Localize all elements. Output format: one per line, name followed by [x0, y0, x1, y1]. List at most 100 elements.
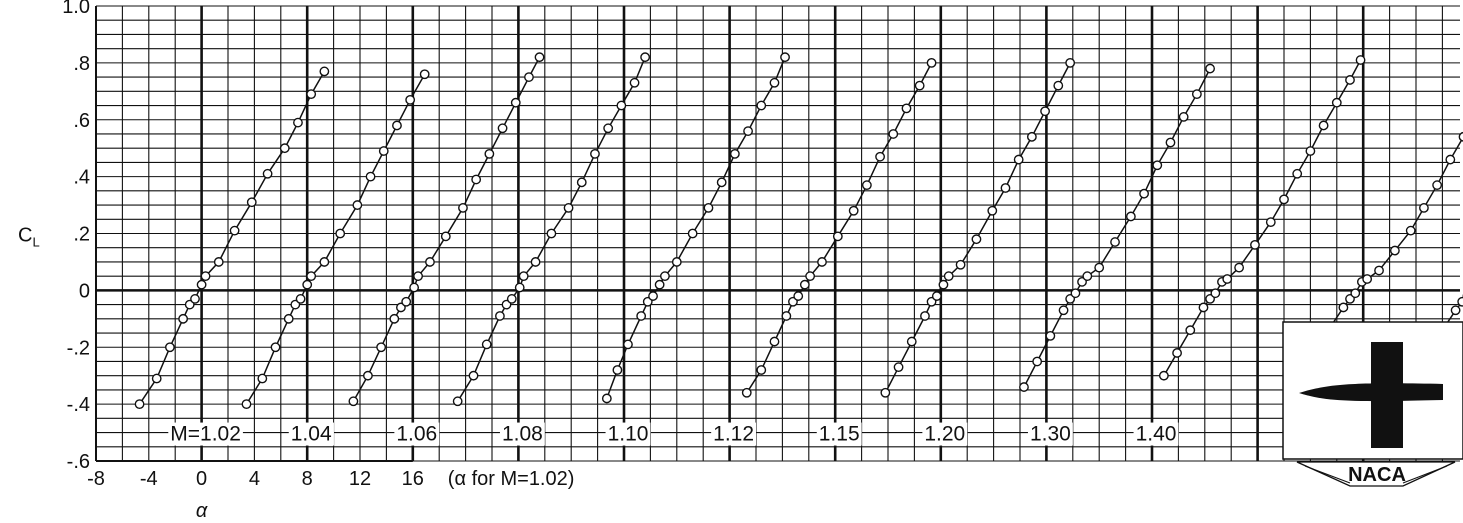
data-point	[629, 77, 640, 88]
data-point	[1222, 274, 1233, 284]
data-point	[306, 271, 317, 282]
data-point	[419, 69, 430, 80]
data-point	[1374, 265, 1384, 276]
data-point	[151, 373, 162, 384]
data-point	[1000, 183, 1011, 193]
data-point	[389, 313, 400, 324]
data-point	[987, 205, 998, 216]
data-point	[1457, 296, 1463, 307]
series-label-background	[394, 422, 440, 446]
x-tick-label: 0	[196, 468, 207, 490]
data-point	[861, 180, 872, 191]
data-point	[376, 342, 387, 353]
data-point	[378, 146, 389, 156]
x-tick-label: 12	[349, 468, 371, 490]
chart-labels: 1.0 .8 .6 .4 .2 0 -.2 -.4 -.6-8 -4 0 4 8 12 16 (α for M…	[18, 0, 1179, 522]
data-point	[1355, 55, 1366, 65]
data-point	[1172, 348, 1182, 358]
data-point	[319, 66, 330, 77]
data-point	[1045, 330, 1056, 341]
data-point	[440, 231, 451, 242]
data-point	[1210, 288, 1221, 299]
data-point	[1318, 120, 1329, 131]
series-label: 1.40	[1136, 423, 1177, 446]
data-point	[1450, 305, 1461, 316]
data-point	[1094, 262, 1105, 273]
data-point	[914, 80, 925, 91]
series-label: 1.15	[819, 423, 860, 446]
data-point	[1065, 57, 1076, 68]
data-point	[213, 257, 224, 267]
series-label: 1.10	[608, 423, 649, 446]
data-point	[769, 336, 780, 347]
data-point	[506, 294, 517, 304]
data-point	[671, 257, 682, 267]
data-point	[1350, 288, 1361, 299]
data-point	[805, 271, 816, 282]
data-point	[348, 396, 359, 407]
data-point	[1198, 302, 1209, 313]
data-point	[257, 373, 268, 384]
data-point	[848, 205, 859, 216]
data-point	[1191, 89, 1202, 100]
data-point	[1405, 225, 1416, 236]
data-point	[546, 228, 557, 239]
series-label-background	[288, 422, 334, 446]
data-point	[452, 396, 463, 407]
data-point	[1185, 325, 1196, 336]
series-line-2	[245, 73, 426, 405]
data-point	[425, 257, 435, 267]
data-point	[1110, 237, 1120, 247]
data-point	[302, 279, 313, 290]
y-tick-label: -.2	[67, 337, 90, 359]
data-point	[1125, 211, 1136, 222]
series-label-background	[605, 422, 651, 446]
data-point	[497, 123, 508, 134]
data-point	[530, 257, 541, 267]
data-point	[518, 271, 529, 282]
data-point	[1331, 97, 1342, 108]
data-point	[1445, 154, 1456, 165]
data-point	[1158, 370, 1169, 381]
data-point	[241, 399, 252, 410]
series-label: 1.08	[502, 423, 543, 446]
series-label-background	[816, 422, 862, 446]
data-point	[1305, 146, 1316, 156]
naca-logo: NACA	[1282, 321, 1463, 487]
data-point	[481, 339, 492, 350]
data-point	[612, 365, 623, 375]
data-point	[636, 311, 647, 321]
series-line-1	[138, 71, 326, 405]
naca-emblem-wing-lines	[1304, 465, 1448, 484]
y-tick-label: .8	[73, 53, 90, 75]
data-point	[1013, 154, 1024, 165]
y-tick-label: 1.0	[62, 0, 90, 18]
data-point	[262, 168, 273, 179]
data-point	[196, 279, 207, 290]
data-point	[1345, 75, 1355, 85]
data-point	[687, 228, 698, 239]
series-label: 1.06	[396, 423, 437, 446]
data-point	[920, 311, 930, 321]
data-point	[392, 120, 402, 131]
data-point	[640, 52, 651, 63]
data-point	[1178, 112, 1189, 122]
y-tick-label: .6	[73, 110, 90, 132]
data-point	[178, 313, 189, 324]
data-point	[955, 259, 966, 270]
data-point	[817, 257, 827, 267]
data-point	[1205, 63, 1215, 74]
data-point	[279, 143, 290, 154]
data-point	[1292, 168, 1303, 179]
data-point	[1152, 160, 1163, 171]
data-point	[971, 234, 982, 245]
data-point	[741, 387, 752, 398]
series-label-background	[922, 422, 968, 446]
data-point	[1058, 305, 1069, 316]
data-point	[590, 148, 600, 159]
data-point	[931, 291, 942, 301]
y-tick-label: -.4	[67, 394, 90, 416]
data-point	[769, 77, 780, 88]
data-point	[756, 365, 767, 375]
